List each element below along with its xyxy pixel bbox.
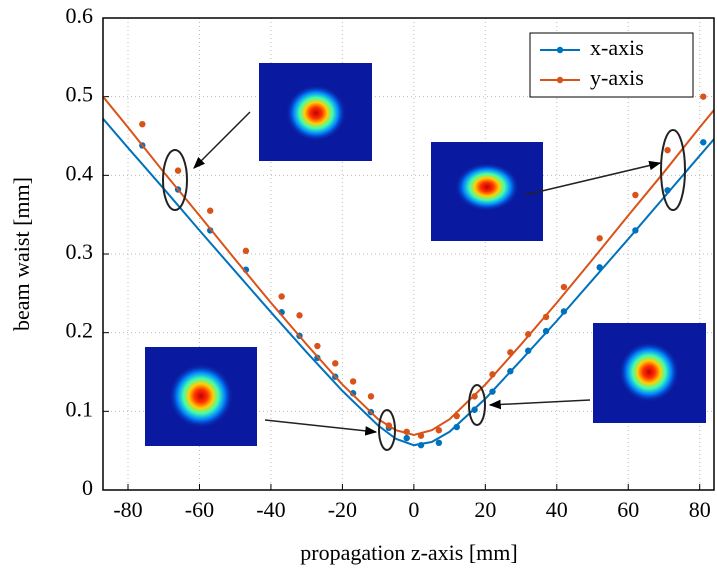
data-point	[453, 423, 460, 431]
data-point	[417, 432, 425, 439]
x-tick-label: -60	[185, 497, 214, 522]
x-tick-label: 80	[689, 497, 711, 522]
y-axis-label: beam waist [mm]	[9, 177, 34, 331]
data-point	[403, 434, 410, 442]
data-point	[596, 235, 603, 242]
fit-line	[103, 96, 714, 436]
y-tick-label: 0.4	[66, 160, 94, 185]
data-point	[349, 390, 357, 397]
legend-label: y-axis	[590, 65, 644, 90]
data-point	[507, 349, 514, 356]
x-axis-label: propagation z-axis [mm]	[300, 540, 518, 565]
data-point	[174, 167, 182, 174]
y-tick-label: 0.6	[66, 3, 94, 28]
y-tick-label: 0.2	[66, 318, 94, 343]
data-point	[700, 139, 707, 146]
x-tick-label: 20	[474, 497, 496, 522]
data-point	[471, 393, 478, 400]
data-point	[403, 428, 410, 435]
data-point	[632, 227, 639, 234]
y-tick-label: 0.3	[66, 239, 94, 264]
x-tick-label: 60	[617, 497, 639, 522]
data-point	[417, 441, 425, 449]
data-point	[542, 313, 550, 321]
data-point	[596, 264, 603, 271]
y-tick-label: 0	[82, 475, 93, 500]
x-tick-label: 0	[408, 497, 419, 522]
legend-label: x-axis	[590, 35, 644, 60]
fit-line	[103, 118, 714, 447]
data-point	[385, 422, 393, 429]
annotations	[162, 111, 686, 451]
data-point	[507, 368, 514, 375]
data-point	[542, 327, 550, 335]
beam-insets	[145, 63, 706, 446]
data-point	[700, 93, 707, 100]
data-point	[664, 187, 671, 194]
data-point	[367, 393, 375, 400]
data-point	[332, 360, 339, 367]
data-point	[560, 308, 568, 315]
legend-box	[529, 32, 694, 98]
data-point	[206, 207, 214, 214]
data-point	[349, 378, 357, 385]
axes-box	[102, 17, 715, 491]
data-point	[314, 342, 321, 350]
data-point	[471, 406, 478, 413]
data-point	[435, 427, 443, 434]
data-point	[489, 371, 496, 378]
x-tick-label: -20	[328, 497, 357, 522]
data-point	[453, 412, 460, 420]
data-point	[560, 283, 568, 291]
x-tick-label: -40	[256, 497, 285, 522]
y-tick-label: 0.1	[66, 396, 94, 421]
data-point	[632, 191, 639, 199]
legend-marker	[556, 76, 564, 84]
data-point	[524, 331, 532, 338]
data-point	[524, 347, 532, 354]
data-point	[664, 146, 671, 154]
data-point	[296, 312, 303, 319]
data-point	[278, 293, 285, 300]
legend-marker	[556, 46, 564, 54]
x-tick-label: 40	[546, 497, 568, 522]
x-tick-label: -80	[113, 497, 142, 522]
data-point	[435, 439, 443, 446]
y-tick-label: 0.5	[66, 82, 94, 107]
data-point	[139, 121, 146, 128]
data-point	[242, 247, 250, 255]
data-point	[489, 388, 496, 395]
